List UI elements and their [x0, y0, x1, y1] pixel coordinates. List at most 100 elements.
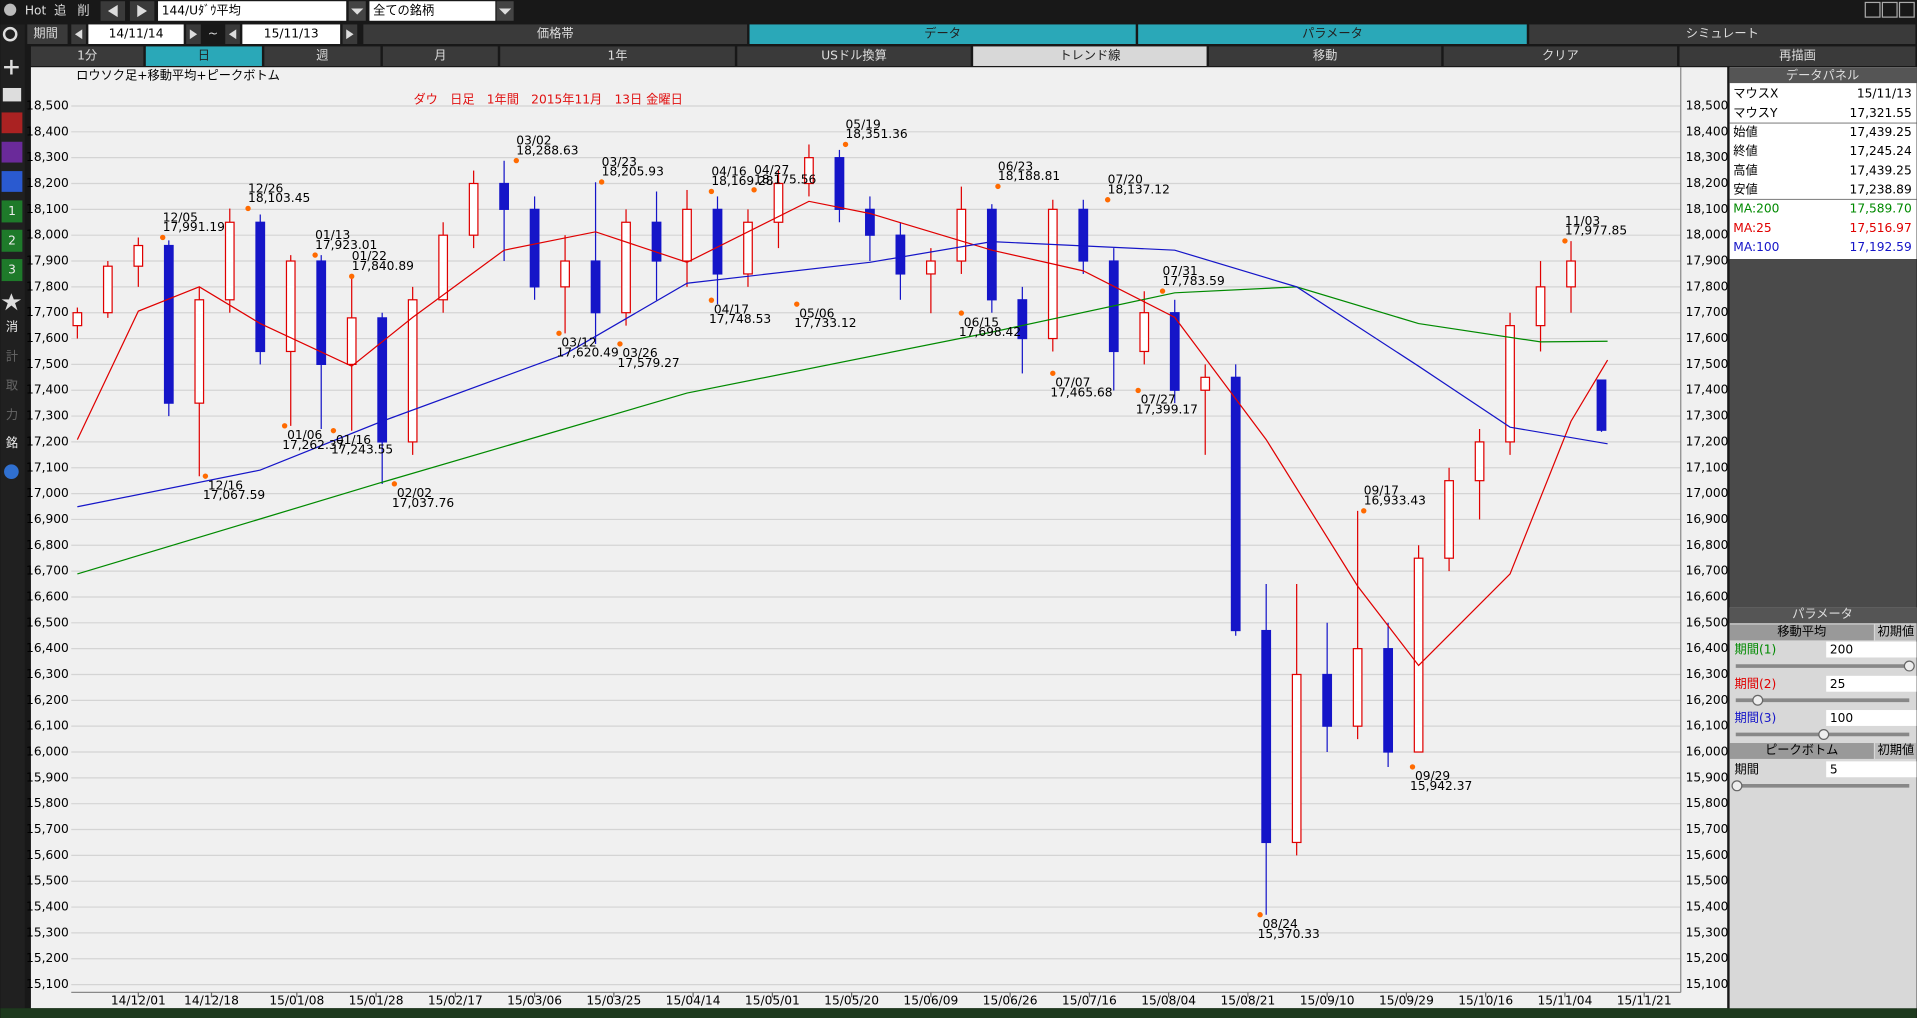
peak-marker [1361, 508, 1367, 514]
toolbar-button-label[interactable]: 1年 [608, 49, 628, 63]
flag-icon[interactable] [1, 171, 23, 192]
ma-section-bar [1729, 624, 1874, 641]
maximize-button[interactable] [1881, 1, 1898, 18]
y-tick-label: 16,000 [26, 745, 69, 759]
delete-button[interactable]: 削 [77, 3, 89, 17]
ma-reset[interactable]: 初期値 [1878, 623, 1915, 638]
sidebar-item[interactable]: 消 [6, 320, 18, 334]
data-row-value: 17,245.24 [1850, 144, 1912, 158]
y-tick-label: 17,500 [26, 357, 69, 371]
bottom-date: 01/16 [336, 433, 371, 447]
sidebar-item[interactable]: 3 [8, 263, 16, 277]
toolbar-button-label[interactable]: クリア [1542, 49, 1579, 63]
add-icon[interactable] [4, 59, 19, 75]
sidebar-item[interactable]: 2 [8, 233, 16, 247]
candle-body [224, 221, 235, 301]
period-box[interactable] [1826, 641, 1917, 658]
toolbar-button[interactable] [264, 46, 381, 66]
chart-icon[interactable] [1, 112, 23, 134]
toolbar-button-label[interactable]: 移動 [1313, 49, 1337, 63]
candle-body [1444, 480, 1454, 559]
camera-icon[interactable] [2, 87, 22, 102]
pb-reset-button[interactable] [1875, 743, 1917, 759]
search-icon[interactable] [2, 26, 18, 42]
tab-label[interactable]: シミュレート [1686, 27, 1759, 41]
tab-label[interactable]: 価格帯 [537, 26, 574, 41]
sidebar-item[interactable]: 計 [6, 348, 18, 363]
sidebar-box[interactable] [1, 229, 23, 252]
toolbar-button[interactable] [973, 46, 1207, 66]
y-tick-label: 17,400 [26, 383, 69, 397]
minimize-button[interactable] [1864, 1, 1881, 18]
universe-box[interactable] [369, 1, 496, 21]
toolbar-button-label[interactable]: 日 [198, 49, 210, 63]
y-tick-label: 16,400 [26, 641, 69, 655]
close-button[interactable] [1898, 1, 1915, 18]
toolbar-button[interactable] [145, 46, 262, 66]
settings-icon[interactable] [4, 464, 19, 480]
add-button[interactable]: 追 [54, 2, 66, 17]
toolbar-button[interactable] [1209, 46, 1442, 66]
bottom-marker [330, 427, 337, 434]
peak-label: 17,977.85 [1565, 224, 1627, 238]
toolbar-button-label[interactable]: USドル換算 [821, 48, 887, 63]
chart-icon-2[interactable] [1, 141, 23, 163]
y-tick-label: 17,300 [26, 409, 69, 423]
tab-label[interactable]: データ [924, 26, 961, 41]
peak-date: 04/27 [754, 163, 789, 177]
bottom-date: 07/27 [1141, 393, 1176, 407]
toolbar-button-label[interactable]: 週 [316, 49, 328, 63]
peak-date: 05/19 [846, 117, 881, 131]
from-date-box[interactable] [88, 24, 184, 44]
pb-period-box[interactable] [1826, 761, 1917, 778]
bulb-icon[interactable] [4, 3, 17, 16]
tab-bar: 価格帯 データ パラメータ シミュレート [363, 24, 1916, 44]
candle-body [773, 182, 784, 223]
toolbar-button[interactable] [1443, 46, 1678, 66]
candle-body [925, 260, 936, 275]
data-row-label: 安値 [1733, 182, 1757, 197]
tilde: ~ [208, 27, 218, 41]
toolbar-button-label[interactable]: 1分 [77, 49, 97, 63]
toolbar-button[interactable] [30, 46, 144, 66]
candle-body [163, 244, 174, 404]
star-icon[interactable] [1, 293, 22, 311]
sidebar-item[interactable]: 1 [8, 204, 16, 218]
toolbar-button-label[interactable]: 再描画 [1779, 49, 1816, 63]
sidebar-box[interactable] [1, 259, 23, 282]
period-slider-thumb[interactable] [1903, 660, 1915, 672]
pb-slider-thumb[interactable] [1731, 780, 1743, 792]
sidebar-item[interactable]: 銘 [6, 435, 18, 450]
tab[interactable] [1529, 24, 1916, 44]
sidebar-box[interactable] [1, 200, 23, 223]
symbol-box[interactable] [158, 1, 347, 21]
toolbar-button[interactable] [737, 46, 971, 66]
pb-reset[interactable]: 初期値 [1878, 742, 1915, 757]
tab[interactable] [749, 24, 1136, 44]
tab[interactable] [363, 24, 748, 44]
period-box[interactable] [1826, 675, 1917, 692]
scroll-strip[interactable] [0, 1008, 1917, 1018]
sidebar-item[interactable]: 取 [6, 379, 18, 393]
to-date-box[interactable] [242, 24, 341, 44]
pb-section-bar [1729, 743, 1874, 759]
sidebar-item[interactable]: 力 [6, 408, 18, 422]
toolbar-button-label[interactable]: 月 [434, 49, 446, 63]
tab-label[interactable]: パラメータ [1302, 27, 1363, 41]
bottom-label: 17,243.55 [331, 443, 393, 457]
ma-reset-button[interactable] [1875, 624, 1917, 641]
candle-body [986, 208, 997, 301]
period-box[interactable] [1826, 710, 1917, 726]
hot-button[interactable]: Hot [25, 3, 47, 17]
peak-label: 17,991.19 [163, 220, 225, 234]
period-slider-thumb[interactable] [1818, 728, 1830, 740]
toolbar-button[interactable] [1679, 46, 1916, 66]
toolbar-button[interactable] [500, 46, 735, 66]
candle-body [1352, 648, 1363, 727]
toolbar-button-label[interactable]: トレンド線 [1059, 48, 1120, 63]
period-slider-thumb[interactable] [1752, 694, 1764, 706]
toolbar-button[interactable] [382, 46, 498, 66]
tab[interactable] [1138, 24, 1527, 44]
